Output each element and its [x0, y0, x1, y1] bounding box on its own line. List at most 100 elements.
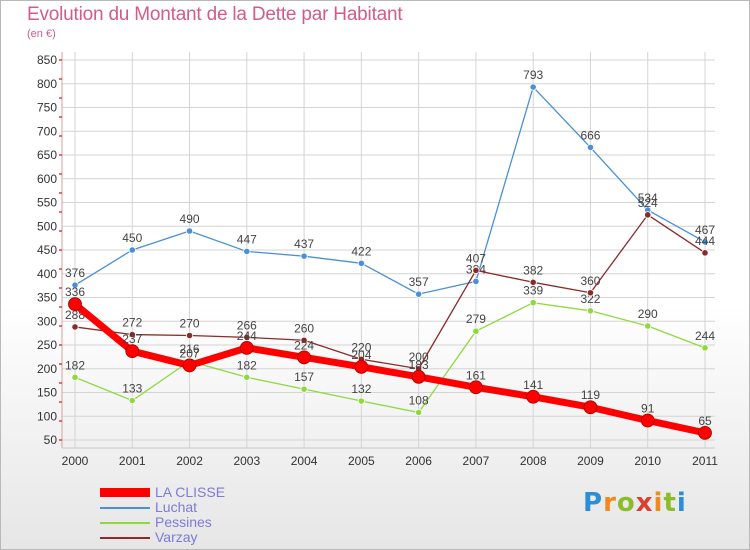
y-tick-label: 450 [37, 243, 57, 257]
x-tick-label: 2002 [176, 454, 203, 468]
x-tick-label: 2003 [233, 454, 260, 468]
data-point-luchat [357, 259, 365, 267]
legend-item: Pessines [100, 515, 320, 530]
y-tick-label: 700 [37, 124, 57, 138]
data-label-pessines: 133 [122, 382, 142, 396]
data-label-la-clisse: 65 [698, 414, 712, 428]
data-point-varzay [71, 323, 79, 331]
data-label-pessines: 339 [523, 284, 543, 298]
data-label-luchat: 447 [237, 232, 257, 246]
chart-subtitle: (en €) [27, 28, 56, 40]
data-label-la-clisse: 183 [409, 358, 429, 372]
data-point-luchat [243, 247, 251, 256]
y-tick-label: 200 [37, 362, 57, 376]
data-label-pessines: 182 [65, 358, 85, 372]
data-point-varzay [300, 336, 308, 344]
legend-item: Luchat [100, 500, 320, 515]
y-tick-label: 850 [37, 53, 57, 67]
data-point-pessines [415, 408, 423, 417]
data-point-pessines [71, 373, 79, 381]
data-label-la-clisse: 161 [466, 368, 486, 382]
data-label-pessines: 132 [351, 382, 371, 396]
data-point-luchat [586, 143, 595, 151]
data-point-luchat [300, 252, 308, 260]
data-label-la-clisse: 204 [351, 348, 371, 362]
data-label-varzay: 260 [294, 321, 314, 335]
x-tick-label: 2005 [348, 454, 375, 468]
data-label-pessines: 322 [580, 292, 600, 306]
y-tick-label: 750 [37, 101, 57, 115]
data-label-la-clisse: 119 [581, 388, 600, 402]
legend-item: LA CLISSE [100, 485, 320, 500]
data-label-la-clisse: 91 [641, 402, 655, 416]
series-line-la-clisse [72, 301, 706, 437]
data-point-varzay [644, 211, 652, 219]
y-tick-label: 250 [37, 338, 57, 352]
x-tick-label: 2011 [692, 454, 718, 468]
data-point-pessines [472, 327, 480, 335]
series-line-pessines [74, 302, 706, 414]
data-point-varzay [185, 331, 194, 340]
x-tick-label: 2008 [520, 454, 547, 468]
data-point-luchat [128, 246, 136, 254]
y-tick-label: 550 [37, 196, 57, 210]
y-tick-label: 100 [37, 409, 57, 423]
data-label-varzay: 200 [409, 350, 429, 364]
data-point-varzay [701, 249, 709, 257]
data-point-pessines [128, 396, 136, 405]
data-point-pessines [243, 373, 251, 381]
y-tick-label: 400 [37, 267, 57, 281]
x-tick-label: 2007 [463, 454, 490, 468]
legend-label: Pessines [155, 514, 212, 530]
x-tick-label: 2001 [119, 454, 146, 468]
data-point-la-clisse [411, 369, 426, 384]
data-point-luchat [701, 238, 709, 246]
y-tick-label: 600 [37, 172, 57, 186]
data-point-pessines [586, 307, 595, 315]
data-label-varzay: 266 [237, 318, 257, 332]
data-point-varzay [472, 266, 480, 275]
data-point-pessines [701, 344, 709, 352]
data-point-la-clisse [583, 400, 598, 415]
series-line-varzay [74, 214, 706, 370]
data-label-varzay: 272 [122, 316, 142, 330]
data-label-luchat: 450 [122, 231, 142, 245]
data-label-la-clisse: 207 [180, 346, 200, 360]
x-tick-label: 2004 [291, 454, 318, 468]
data-label-varzay: 407 [466, 251, 486, 265]
legend-label: Luchat [155, 499, 198, 515]
data-point-varzay [128, 330, 136, 339]
data-label-pessines: 216 [180, 342, 200, 356]
proxiti-logo: Proxiti [583, 488, 687, 518]
data-label-luchat: 422 [351, 244, 371, 258]
data-label-la-clisse: 244 [237, 329, 257, 343]
data-point-la-clisse [354, 359, 369, 374]
data-label-varzay: 444 [695, 234, 715, 248]
data-label-la-clisse: 224 [294, 338, 314, 352]
y-tick-label: 50 [44, 433, 58, 447]
data-point-pessines [529, 299, 537, 307]
y-tick-label: 650 [37, 148, 57, 162]
data-point-la-clisse [297, 350, 311, 365]
data-point-varzay [529, 278, 537, 286]
data-point-varzay [243, 333, 251, 341]
data-point-la-clisse [526, 389, 541, 404]
data-point-la-clisse [469, 380, 483, 395]
y-tick-label: 350 [37, 291, 57, 305]
data-point-luchat [415, 290, 423, 298]
legend-item: Varzay [100, 530, 320, 545]
data-label-la-clisse: 237 [122, 332, 142, 346]
x-tick-label: 2000 [62, 454, 89, 468]
data-label-pessines: 108 [409, 393, 429, 407]
legend-swatch [100, 537, 150, 539]
series-line-luchat [74, 86, 706, 295]
legend-swatch [100, 488, 150, 497]
data-point-pessines [644, 322, 652, 330]
data-label-varzay: 360 [580, 274, 600, 288]
data-label-luchat: 376 [65, 266, 85, 280]
data-point-la-clisse [68, 297, 82, 312]
data-label-luchat: 666 [580, 128, 600, 142]
data-label-luchat: 467 [695, 223, 715, 237]
data-point-luchat [472, 277, 480, 285]
